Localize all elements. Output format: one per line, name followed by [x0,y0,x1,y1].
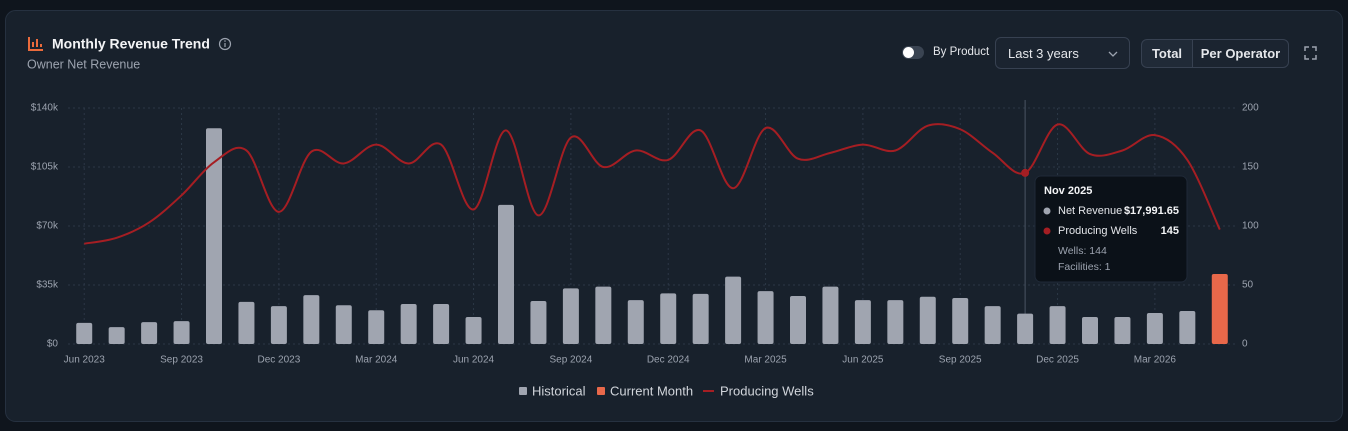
bar [173,321,190,344]
bar [1146,312,1163,344]
range-dropdown[interactable]: Last 3 years [995,37,1130,69]
bar [1211,274,1228,344]
bar [952,297,969,344]
bar [854,300,871,344]
bar [303,295,320,344]
y2-tick-label: 0 [1242,339,1248,350]
bar [887,300,904,344]
bar [1179,310,1196,344]
bar [919,296,936,344]
x-tick-label: Jun 2024 [453,355,495,366]
toggle-label: By Product [933,46,990,58]
bar [1082,317,1098,344]
x-tick-label: Dec 2024 [647,355,690,366]
bar [1017,313,1034,344]
x-tick-label: Jun 2023 [64,355,106,366]
x-tick-label: Sep 2023 [160,355,203,366]
tooltip-value: $17,991.65 [1124,205,1179,217]
y-tick-label: $70k [36,221,59,232]
x-tick-label: Mar 2024 [355,355,398,366]
legend-swatch [519,387,527,395]
bar [627,300,644,344]
tooltip-label: Net Revenue [1058,205,1122,217]
bar [562,288,579,344]
per-operator-button[interactable]: Per Operator [1192,39,1289,68]
bar [400,304,417,344]
y2-tick-label: 50 [1242,280,1254,291]
bar [530,301,547,344]
x-tick-label: Dec 2025 [1036,355,1079,366]
tooltip-dot [1043,207,1051,215]
bar [725,276,742,344]
tooltip-box [1034,175,1188,283]
bar [141,322,158,344]
x-tick-label: Mar 2025 [744,355,787,366]
tooltip-value: 145 [1161,225,1179,237]
dropdown-label: Last 3 years [1008,45,1079,61]
x-tick-label: Sep 2024 [549,355,592,366]
x-tick-label: Mar 2026 [1134,355,1177,366]
bar [1049,306,1066,344]
y2-tick-label: 150 [1242,162,1259,173]
bar [595,286,612,344]
bar [270,306,287,344]
tooltip-label: Producing Wells [1058,225,1138,237]
bar [498,204,514,344]
bar [206,128,222,344]
bar [790,295,806,344]
button-label: Per Operator [1200,46,1281,61]
tooltip-dot [1043,227,1051,235]
legend-item: Current Month [597,383,693,398]
bar [692,293,709,344]
tooltip-detail: Wells: 144 [1058,245,1107,257]
bar [822,286,839,344]
x-tick-label: Dec 2023 [257,355,300,366]
bar [433,304,450,344]
bar [660,293,677,344]
bar [757,291,774,344]
y-tick-label: $35k [36,280,59,291]
legend-item: Historical [519,383,586,398]
chevron [1108,51,1118,57]
legend-swatch [597,387,605,395]
total-button[interactable]: Total [1141,39,1193,68]
bar [76,322,93,344]
toggle[interactable] [902,46,924,59]
bar [984,306,1001,344]
legend-label: Current Month [610,383,693,398]
x-tick-label: Sep 2025 [939,355,982,366]
bar [108,327,125,344]
bar [335,305,352,344]
hover-point [1021,168,1030,177]
chart-subtitle: Owner Net Revenue [27,57,140,71]
y2-tick-label: 100 [1242,221,1259,232]
y2-tick-label: 200 [1242,103,1259,114]
chart-title: Monthly Revenue Trend [52,36,210,52]
y-tick-label: $0 [47,339,59,350]
bar [465,317,482,344]
toggle-knob [903,47,914,58]
tooltip: Nov 2025 Net Revenue $17,991.65 Producing W… [1034,175,1188,283]
legend-label: Producing Wells [720,383,814,398]
tooltip-detail: Facilities: 1 [1058,261,1111,273]
chart-icon [28,37,43,51]
legend-item: Producing Wells [703,383,814,398]
y-tick-label: $140k [31,103,59,114]
button-label: Total [1151,46,1183,61]
fullscreen-icon[interactable] [1304,46,1317,60]
x-tick-label: Jun 2025 [842,355,884,366]
bar [1114,317,1131,344]
tooltip-title: Nov 2025 [1044,185,1092,197]
legend-label: Historical [532,383,586,398]
bar [368,310,385,344]
bar [238,301,255,344]
y-tick-label: $105k [31,162,59,173]
info-icon[interactable] [218,37,232,51]
